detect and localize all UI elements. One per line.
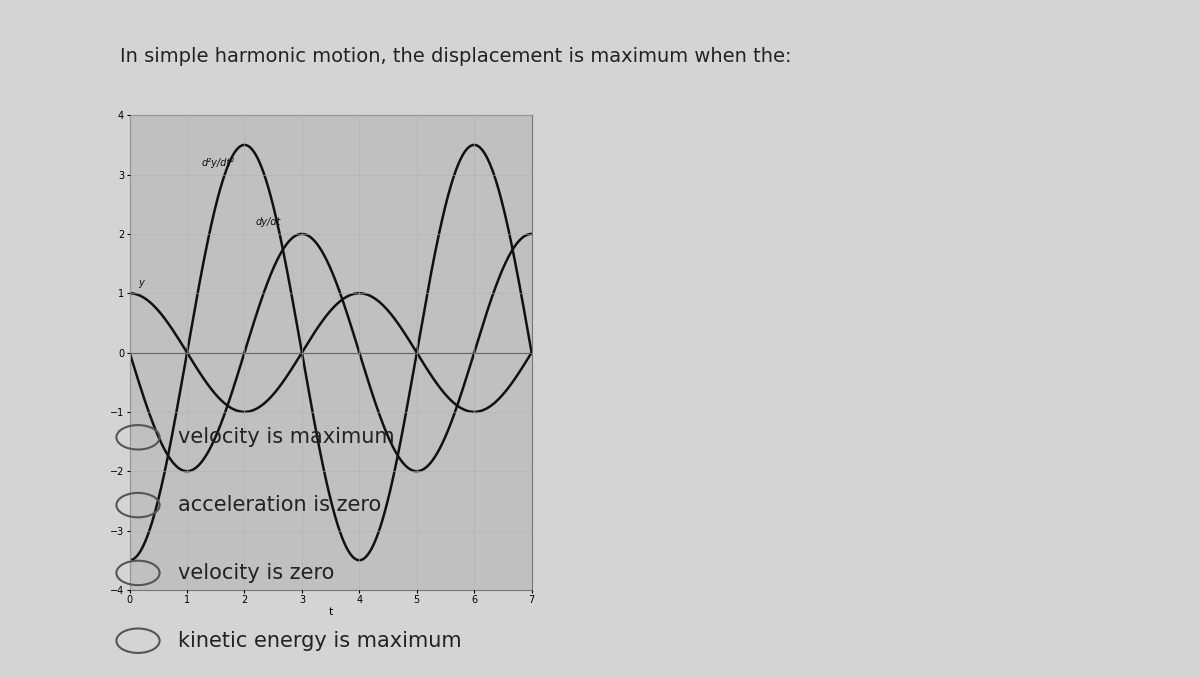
- Text: y: y: [138, 278, 144, 288]
- Text: dy/dt: dy/dt: [256, 217, 281, 227]
- Text: In simple harmonic motion, the displacement is maximum when the:: In simple harmonic motion, the displacem…: [120, 47, 792, 66]
- Text: acceleration is zero: acceleration is zero: [178, 495, 380, 515]
- Text: velocity is maximum: velocity is maximum: [178, 427, 395, 447]
- Text: kinetic energy is maximum: kinetic energy is maximum: [178, 631, 461, 651]
- X-axis label: t: t: [329, 607, 332, 617]
- Text: velocity is zero: velocity is zero: [178, 563, 334, 583]
- Text: d²y/dt²: d²y/dt²: [202, 158, 234, 167]
